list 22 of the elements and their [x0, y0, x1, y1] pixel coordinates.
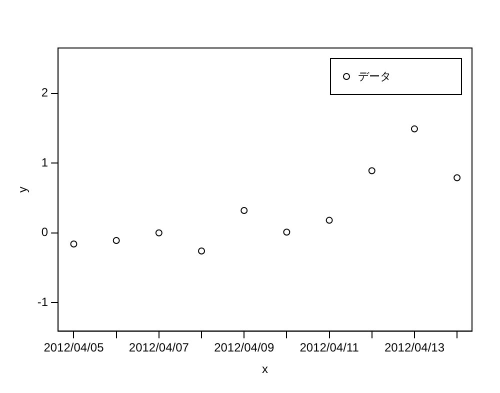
point [368, 167, 376, 174]
y-tick-label: -1 [37, 294, 48, 309]
y-tick-label: 1 [41, 155, 48, 170]
y-tick-label: 2 [41, 86, 48, 100]
x-tick-label: 2012/04/11 [300, 340, 360, 355]
point [283, 228, 290, 236]
point [155, 229, 162, 236]
point [454, 174, 461, 182]
point [112, 237, 120, 244]
x-tick-label: 2012/04/09 [214, 340, 274, 355]
y-axis-title: y [16, 186, 30, 193]
point [326, 216, 333, 224]
x-tick-label: 2012/04/07 [128, 340, 190, 355]
x-tick-label: 2012/04/13 [384, 340, 445, 355]
x-tick-label: 2012/04/05 [44, 340, 104, 355]
point [198, 247, 206, 254]
point [410, 125, 418, 132]
point [240, 207, 248, 214]
point [70, 240, 78, 248]
x-axis-title: x [262, 362, 268, 376]
legend-label: データ [358, 69, 391, 84]
y-tick-label: 0 [41, 225, 48, 240]
